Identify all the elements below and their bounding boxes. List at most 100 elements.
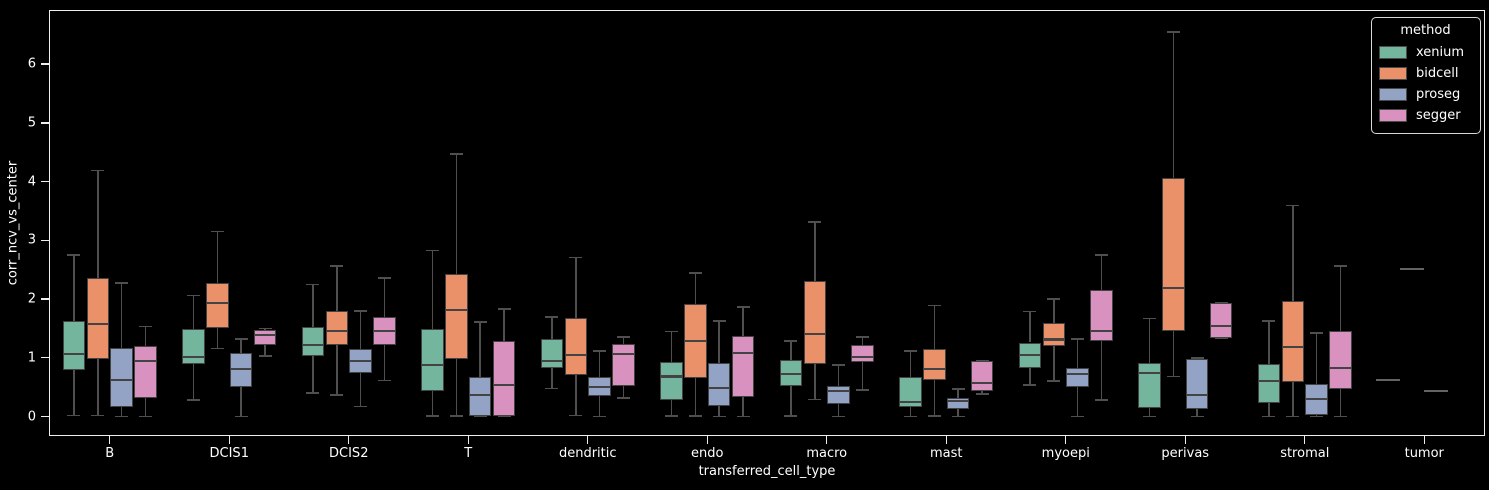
upper-whisker-cap — [91, 169, 105, 172]
x-tick-label: mast — [930, 446, 963, 461]
upper-whisker-cap — [1095, 254, 1109, 256]
y-tick-mark — [41, 298, 49, 300]
lower-whisker — [622, 385, 625, 399]
lower-whisker-cap — [139, 415, 153, 418]
box — [899, 376, 922, 408]
upper-whisker-cap — [210, 230, 224, 233]
upper-whisker-cap — [856, 336, 870, 338]
upper-whisker-cap — [139, 325, 153, 328]
lower-whisker — [957, 408, 959, 417]
upper-whisker — [718, 320, 720, 364]
y-tick-mark — [41, 122, 49, 124]
lower-whisker-cap — [1071, 415, 1085, 418]
upper-whisker-cap — [449, 153, 463, 155]
lower-whisker-cap — [784, 415, 798, 417]
median-line — [110, 378, 133, 382]
y-tick-mark — [41, 415, 49, 418]
upper-whisker — [503, 309, 505, 342]
upper-whisker — [455, 153, 458, 275]
upper-whisker — [1029, 311, 1031, 343]
median-line — [206, 302, 229, 305]
legend-label: xenium — [1416, 45, 1465, 60]
median-line — [540, 360, 564, 363]
median-line — [1305, 397, 1328, 400]
box — [731, 336, 755, 398]
median-line — [1185, 394, 1209, 397]
median-line — [325, 329, 349, 332]
median-line — [660, 375, 683, 378]
lower-whisker — [694, 378, 697, 416]
legend-swatch-xenium — [1379, 46, 1407, 59]
box — [1138, 363, 1161, 409]
degenerate-box-line — [1424, 390, 1449, 393]
median-line — [86, 323, 110, 326]
lower-whisker — [861, 361, 864, 391]
upper-whisker — [622, 337, 625, 344]
lower-whisker-cap — [91, 414, 105, 417]
lower-whisker-cap — [473, 415, 487, 418]
lower-whisker-cap — [903, 415, 917, 418]
lower-whisker-cap — [497, 415, 511, 417]
upper-whisker-cap — [330, 265, 344, 267]
lower-whisker-cap — [258, 355, 272, 357]
box — [660, 362, 683, 401]
lower-whisker — [1196, 408, 1198, 417]
median-line — [684, 340, 707, 343]
upper-whisker-cap — [664, 330, 678, 333]
lower-whisker — [598, 395, 601, 417]
x-tick-mark — [1184, 436, 1186, 444]
lower-whisker-cap — [664, 415, 678, 417]
lower-whisker — [837, 403, 840, 417]
median-line — [1138, 371, 1161, 375]
box — [1066, 367, 1089, 387]
lower-whisker — [742, 397, 744, 417]
upper-whisker — [861, 337, 864, 346]
lower-whisker-cap — [1023, 383, 1037, 386]
lower-whisker — [455, 358, 458, 416]
upper-whisker-cap — [1262, 319, 1276, 322]
lower-whisker-cap — [1095, 399, 1109, 401]
median-line — [923, 367, 946, 371]
median-line — [779, 373, 803, 376]
lower-whisker-cap — [186, 399, 200, 401]
upper-whisker — [359, 310, 362, 349]
median-line — [731, 351, 755, 355]
x-tick-label: endo — [691, 446, 724, 461]
upper-whisker-cap — [617, 336, 631, 338]
lower-whisker-cap — [330, 393, 344, 396]
upper-whisker-cap — [903, 349, 917, 352]
x-axis-label: transferred_cell_type — [698, 464, 836, 479]
legend-label: segger — [1416, 108, 1461, 123]
y-tick-label: 6 — [27, 56, 36, 72]
upper-whisker-cap — [688, 272, 702, 274]
upper-whisker-cap — [1071, 338, 1085, 340]
lower-whisker-cap — [617, 397, 631, 400]
upper-whisker — [598, 350, 601, 378]
upper-whisker-cap — [115, 282, 129, 284]
x-tick-label: perivas — [1161, 446, 1210, 461]
median-line — [182, 355, 205, 358]
median-line — [134, 360, 157, 363]
lower-whisker — [933, 380, 936, 416]
legend-swatch-segger — [1379, 109, 1407, 122]
x-tick-mark — [587, 436, 589, 444]
box — [803, 281, 827, 365]
lower-whisker — [1268, 402, 1270, 417]
upper-whisker — [431, 250, 434, 329]
median-line — [62, 352, 86, 355]
lower-whisker-cap — [1047, 380, 1061, 383]
median-line — [1090, 330, 1113, 333]
lower-whisker — [1029, 368, 1031, 385]
lower-whisker — [1148, 408, 1151, 417]
upper-whisker-cap — [712, 319, 726, 322]
y-tick-mark — [41, 357, 49, 359]
lower-whisker-cap — [67, 414, 81, 417]
x-tick-label: B — [105, 446, 115, 461]
x-tick-mark — [228, 436, 230, 444]
box — [1329, 331, 1352, 389]
y-tick-label: 0 — [27, 409, 36, 424]
lower-whisker-cap — [1142, 415, 1156, 418]
legend-item-segger: segger — [1379, 105, 1472, 126]
box — [182, 329, 205, 364]
lower-whisker-cap — [832, 415, 846, 418]
